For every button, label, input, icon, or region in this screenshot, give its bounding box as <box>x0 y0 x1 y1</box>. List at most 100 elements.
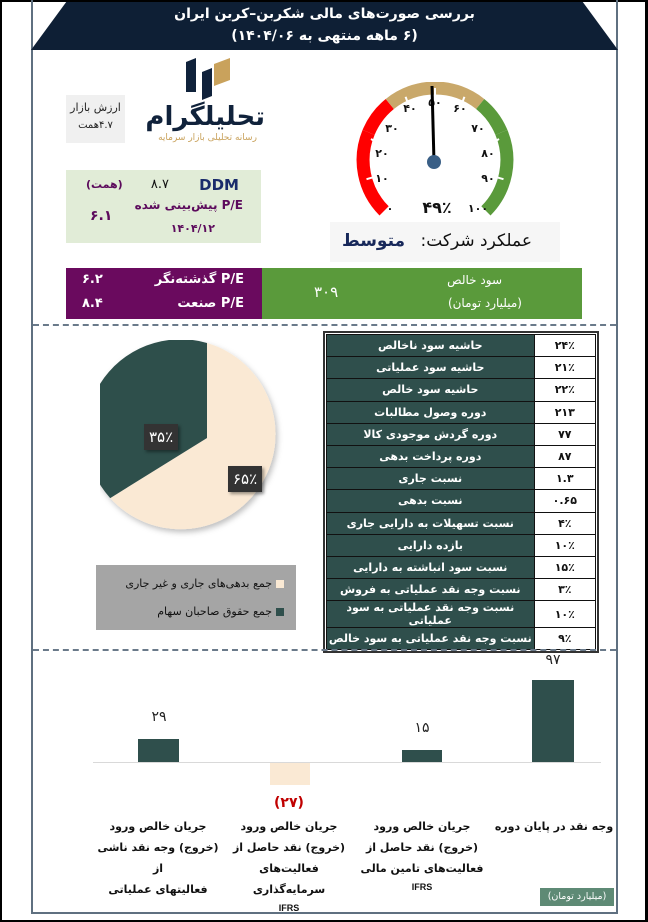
legend-item-liabilities: جمع بدهی‌های جاری و غیر جاری <box>125 577 284 590</box>
svg-text:۹۰: ۹۰ <box>481 172 494 185</box>
logo-mark-icon <box>185 58 230 100</box>
net-profit-unit: (میلیارد تومان) <box>447 296 522 310</box>
category-line: فعالیتهای عملیاتی <box>108 883 208 896</box>
ratio-name: نسبت بدهی <box>326 489 535 513</box>
content-frame <box>31 0 618 914</box>
category-line: جریان خالص ورود <box>109 820 207 833</box>
trailing-pe-value: ۶.۲ <box>82 272 103 287</box>
industry-pe-label: P/E صنعت <box>177 296 244 311</box>
industry-pe-value: ۸.۴ <box>82 296 103 311</box>
ratio-name: نسبت سود انباشته به دارایی <box>326 555 535 580</box>
ratio-value: ۹٪ <box>533 627 597 651</box>
svg-text:۷۰: ۷۰ <box>471 122 484 135</box>
ratio-name: نسبت وجه نقد عملیاتی به فروش <box>326 578 535 602</box>
table-row: ۸۷ دوره پرداخت بدهی <box>326 444 597 469</box>
pie-legend: جمع بدهی‌های جاری و غیر جاری جمع حقوق صا… <box>96 565 296 630</box>
category-line: جریان خالص ورود <box>240 820 338 833</box>
svg-text:۵۰: ۵۰ <box>428 96 441 109</box>
bar-category-financing: جریان خالص ورود (خروج) نقد حاصل از فعالی… <box>360 816 484 895</box>
ratio-value: ۱۰٪ <box>533 600 597 629</box>
ratio-name: حاشیه سود عملیاتی <box>326 356 535 380</box>
bar-value-operating: ۲۹ <box>151 709 167 725</box>
net-profit-label: سود خالص <box>447 273 502 287</box>
bar-value-investing: (۲۷) <box>274 795 304 811</box>
ratio-value: ۰.۶۵ <box>533 489 597 513</box>
ratio-name: نسبت تسهیلات به دارایی جاری <box>326 511 535 535</box>
ratio-name: دوره گردش موجودی کالا <box>326 422 535 446</box>
trailing-pe-label: P/E گذشته‌نگر <box>154 272 244 287</box>
ratio-value: ۱۵٪ <box>533 555 597 580</box>
table-row: ۲۴٪ حاشیه سود ناخالص <box>326 333 597 358</box>
bar-chart-axis <box>93 762 601 763</box>
pe-strip: P/E گذشته‌نگر ۶.۲ P/E صنعت ۸.۴ <box>66 268 262 319</box>
ddm-label: DDM <box>199 176 239 194</box>
table-row: ۲۱۳ دوره وصول مطالبات <box>326 400 597 424</box>
category-line: وجه نقد در پایان دوره <box>494 820 614 833</box>
report-header: بررسی صورت‌های مالی شکربن–کربن ایران (۶ … <box>31 2 618 50</box>
table-row: ۷۷ دوره گردش موجودی کالا <box>326 422 597 446</box>
ratio-value: ۱.۳ <box>533 467 597 491</box>
forecast-pe-date: ۱۴۰۴/۱۲ <box>170 222 215 235</box>
ratio-value: ۴٪ <box>533 511 597 535</box>
ratio-value: ۳٪ <box>533 578 597 602</box>
table-row: ۱۰٪ بازده دارایی <box>326 533 597 557</box>
svg-text:۶۰: ۶۰ <box>453 102 466 115</box>
section-divider <box>33 649 616 651</box>
gauge-dial-icon: ۰ ۱۰ ۲۰ ۳۰ ۴۰ ۵۰ ۶۰ ۷۰ ۸۰ ۹۰ ۱۰۰ ۴۹٪ <box>356 81 514 217</box>
table-row: ۴٪ نسبت تسهیلات به دارایی جاری <box>326 511 597 535</box>
ddm-unit: (همت) <box>86 178 123 191</box>
valuation-box: DDM ۸.۷ (همت) P/E پیش‌بینی شده ۱۴۰۴/۱۲ ۶… <box>66 170 261 243</box>
report-title: بررسی صورت‌های مالی شکربن–کربن ایران <box>174 6 475 22</box>
ratio-value: ۲۱٪ <box>533 356 597 380</box>
table-row: ۱۵٪ نسبت سود انباشته به دارایی <box>326 555 597 580</box>
brand-logo: تحلیلگرام رسانه تحلیلی بازار سرمایه <box>145 58 265 168</box>
ratio-value: ۲۲٪ <box>533 378 597 402</box>
bar-category-operating: جریان خالص ورود (خروج) وجه نقد ناشی از ف… <box>96 816 220 900</box>
legend-label-equity: جمع حقوق صاحبان سهام <box>157 605 272 618</box>
bar-value-financing: ۱۵ <box>414 720 430 736</box>
category-line: (خروج) وجه نقد ناشی از <box>97 841 219 875</box>
ratio-name: بازده دارایی <box>326 533 535 557</box>
svg-text:۱۰۰: ۱۰۰ <box>468 202 488 215</box>
svg-text:۸۰: ۸۰ <box>481 147 494 160</box>
bar-ending-cash <box>532 680 574 762</box>
legend-label-liabilities: جمع بدهی‌های جاری و غیر جاری <box>125 577 272 590</box>
pie-label-liabilities: ۶۵٪ <box>228 466 263 492</box>
legend-item-equity: جمع حقوق صاحبان سهام <box>157 605 284 618</box>
market-value: ۴.۷همت <box>78 120 113 131</box>
capital-structure-pie: ۳۵٪ ۶۵٪ <box>85 339 310 540</box>
table-row: ۱۰٪ نسبت وجه نقد عملیاتی به سود عملیاتی <box>326 600 597 629</box>
forecast-pe-label: P/E پیش‌بینی شده <box>134 198 243 212</box>
ratio-name: حاشیه سود ناخالص <box>326 333 535 358</box>
ratio-name: نسبت وجه نقد عملیاتی به سود خالص <box>326 627 535 651</box>
ifrs-note: IFRS <box>411 882 433 892</box>
table-row: ۹٪ نسبت وجه نقد عملیاتی به سود خالص <box>326 627 597 651</box>
table-row: ۲۲٪ حاشیه سود خالص <box>326 378 597 402</box>
table-row: ۰.۶۵ نسبت بدهی <box>326 489 597 513</box>
svg-text:۴۰: ۴۰ <box>403 102 416 115</box>
ratio-name: دوره پرداخت بدهی <box>326 444 535 469</box>
ratio-name: نسبت جاری <box>326 467 535 491</box>
ratio-value: ۲۱۳ <box>533 400 597 424</box>
chart-unit-badge: (میلیارد تومان) <box>540 888 614 906</box>
forecast-pe-value: ۶.۱ <box>90 208 113 224</box>
market-value-label: ارزش بازار <box>70 101 121 114</box>
ddm-value: ۸.۷ <box>150 177 169 192</box>
ratio-value: ۷۷ <box>533 422 597 446</box>
table-row: ۲۱٪ حاشیه سود عملیاتی <box>326 356 597 380</box>
performance-label: عملکرد شرکت: <box>420 231 532 251</box>
ratio-value: ۱۰٪ <box>533 533 597 557</box>
legend-swatch-liabilities <box>276 579 284 588</box>
category-line: فعالیت‌های سرمایه‌گذاری <box>252 862 326 896</box>
legend-swatch-equity <box>276 607 284 616</box>
performance-gauge: ۰ ۱۰ ۲۰ ۳۰ ۴۰ ۵۰ ۶۰ ۷۰ ۸۰ ۹۰ ۱۰۰ ۴۹٪ <box>350 81 520 222</box>
bar-value-ending-cash: ۹۷ <box>545 652 561 668</box>
ratio-name: نسبت وجه نقد عملیاتی به سود عملیاتی <box>326 600 535 629</box>
logo-name: تحلیلگرام <box>145 102 265 132</box>
report-period: (۶ ماهه منتهی به ۱۴۰۴/۰۶) <box>231 28 418 44</box>
table-row: ۱.۳ نسبت جاری <box>326 467 597 491</box>
category-line: (خروج) نقد حاصل از <box>365 841 479 854</box>
performance-value: متوسط <box>342 231 406 251</box>
svg-text:۳۰: ۳۰ <box>385 122 398 135</box>
gauge-value: ۴۹٪ <box>422 198 451 217</box>
